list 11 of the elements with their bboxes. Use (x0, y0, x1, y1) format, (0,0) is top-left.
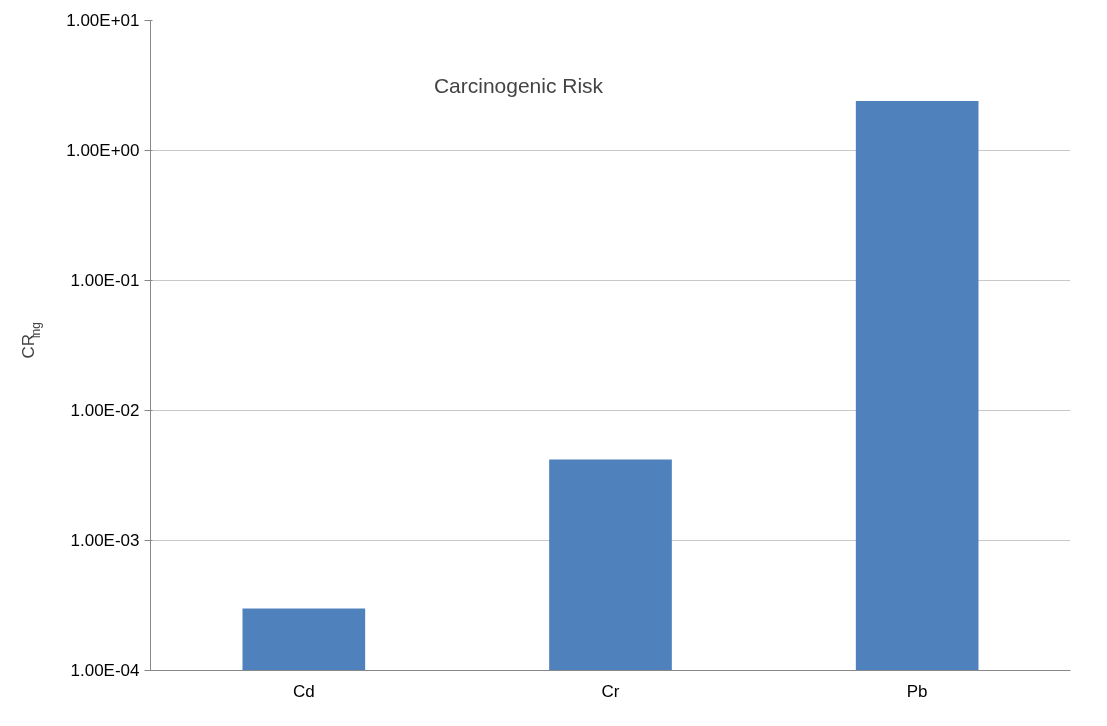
y-tick-label: 1.00E+01 (66, 11, 140, 30)
y-tick-label: 1.00E-03 (70, 531, 140, 550)
x-tick-label: Cd (292, 681, 315, 701)
y-tick-label: 1.00E-04 (70, 661, 140, 680)
y-tick-label: 1.00E-01 (70, 271, 140, 290)
y-axis-title: CRing (19, 322, 43, 359)
x-tick-label: Pb (906, 681, 928, 701)
text: Carcinogenic Risk (433, 74, 604, 97)
x-tick-label: Cr (601, 681, 620, 701)
y-tick-label: 1.00E-02 (70, 401, 140, 420)
y-tick-label: 1.00E+00 (66, 141, 140, 160)
